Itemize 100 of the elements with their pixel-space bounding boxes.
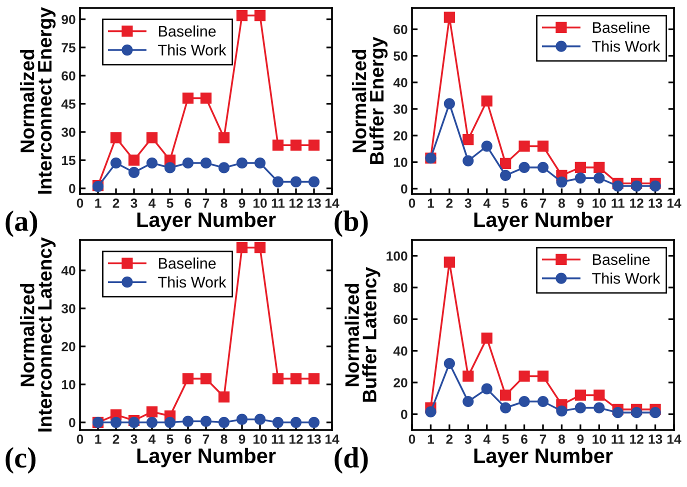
x-tick-label: 6 [184, 198, 192, 208]
x-tick-label: 2 [446, 434, 453, 444]
x-tick-label: 1 [428, 434, 434, 444]
x-tick-label: 13 [307, 434, 321, 444]
y-tick-label: 40 [61, 266, 76, 276]
x-tick-label: 2 [112, 198, 120, 208]
x-tick-label: 4 [148, 434, 156, 444]
y-tick-label: 60 [394, 24, 408, 34]
x-tick-label: 9 [577, 434, 584, 444]
x-tick-label: 14 [667, 434, 682, 444]
x-tick-label: 3 [130, 198, 138, 208]
legend-label: This Work [592, 272, 660, 284]
x-tick-label: 8 [220, 434, 228, 444]
y-tick-label: 60 [62, 71, 76, 81]
x-tick-label: 0 [76, 434, 84, 444]
x-tick-label: 7 [540, 198, 546, 208]
y-tick-label: 30 [61, 304, 76, 314]
x-tick-label: 11 [612, 198, 624, 208]
y-tick-label: 50 [394, 51, 408, 61]
x-tick-label: 8 [558, 198, 565, 208]
text: (c) [6, 447, 36, 474]
legend-label: This Work [158, 44, 226, 56]
y-tick-label: 20 [394, 131, 408, 140]
x-tick-label: 13 [648, 434, 662, 444]
y-tick-label: 75 [62, 43, 76, 52]
x-tick-label: 7 [540, 434, 546, 444]
text: (d) [334, 447, 368, 474]
x-tick-label: 9 [577, 198, 584, 208]
y-tick-label: 45 [61, 100, 76, 109]
x-tick-label: 14 [667, 198, 682, 208]
y-tick-label: 10 [394, 158, 408, 168]
x-tick-label: 12 [289, 198, 303, 208]
x-tick-label: 2 [446, 198, 453, 208]
x-tick-label: 6 [521, 434, 528, 444]
x-tick-label: 5 [166, 198, 174, 208]
y-tick-label: 30 [61, 128, 76, 137]
legend-label: This Work [592, 40, 660, 52]
x-tick-label: 11 [612, 434, 624, 444]
legend-label: Baseline [593, 22, 650, 33]
y-tick-label: 40 [393, 78, 408, 88]
y-tick-label: 20 [394, 378, 408, 388]
x-tick-label: 7 [202, 434, 210, 444]
y-tick-label: 0 [69, 184, 76, 194]
x-tick-label: 12 [289, 434, 303, 444]
y-axis-title: Normalized Buffer Energy [352, 36, 388, 164]
x-tick-label: 8 [558, 434, 565, 444]
x-tick-label: 11 [272, 198, 285, 208]
y-tick-label: 60 [394, 314, 408, 324]
x-tick-label: 0 [76, 198, 84, 208]
y-tick-label: 40 [393, 346, 408, 356]
x-tick-label: 3 [130, 434, 138, 444]
x-axis-title: Layer Number [137, 448, 276, 468]
y-tick-label: 15 [62, 156, 76, 166]
x-tick-label: 2 [112, 434, 120, 444]
x-tick-label: 5 [166, 434, 174, 444]
x-tick-label: 4 [483, 434, 490, 444]
y-tick-label: 80 [394, 283, 408, 292]
legend-label: Baseline [159, 258, 216, 269]
x-tick-label: 9 [238, 434, 246, 444]
y-tick-label: 20 [62, 342, 76, 352]
y-tick-label: 0 [401, 184, 408, 194]
x-tick-label: 9 [238, 198, 246, 208]
x-tick-label: 0 [408, 434, 416, 444]
legend-label: This Work [158, 276, 226, 288]
x-tick-label: 4 [148, 198, 156, 208]
x-tick-label: 4 [483, 198, 490, 208]
x-tick-label: 6 [184, 434, 192, 444]
x-tick-label: 1 [428, 198, 434, 208]
legend-label: Baseline [593, 254, 650, 265]
text: (a) [6, 210, 38, 237]
x-tick-label: 0 [408, 198, 416, 208]
x-tick-label: 3 [464, 434, 472, 444]
x-tick-label: 13 [648, 198, 662, 208]
y-axis-title: Normalized Interconnect Energy [20, 7, 56, 194]
x-tick-label: 14 [325, 434, 340, 444]
legend-label: Baseline [159, 25, 216, 37]
y-tick-label: 90 [62, 14, 76, 24]
x-tick-label: 12 [630, 198, 644, 208]
x-tick-label: 3 [464, 198, 472, 208]
x-tick-label: 12 [630, 434, 644, 444]
x-tick-label: 10 [592, 198, 606, 208]
x-tick-label: 5 [502, 198, 509, 208]
x-tick-label: 10 [253, 198, 267, 208]
x-tick-label: 7 [202, 198, 210, 208]
x-tick-label: 14 [325, 198, 340, 208]
text: (b) [334, 210, 368, 237]
x-tick-label: 10 [253, 434, 267, 444]
x-axis-title: Layer Number [137, 212, 276, 232]
x-tick-label: 6 [521, 198, 528, 208]
x-tick-label: 1 [95, 434, 102, 444]
x-tick-label: 13 [307, 198, 321, 208]
x-axis-title: Layer Number [474, 212, 613, 232]
x-tick-label: 5 [502, 434, 509, 444]
x-tick-label: 1 [95, 198, 102, 208]
y-tick-label: 0 [401, 410, 408, 420]
y-axis-title: Normalized Buffer Latency [344, 267, 380, 402]
y-axis-title: Normalized Interconnect Latency [20, 237, 56, 432]
x-tick-label: 8 [220, 198, 228, 208]
y-tick-label: 0 [69, 418, 76, 428]
y-tick-label: 30 [393, 104, 408, 114]
